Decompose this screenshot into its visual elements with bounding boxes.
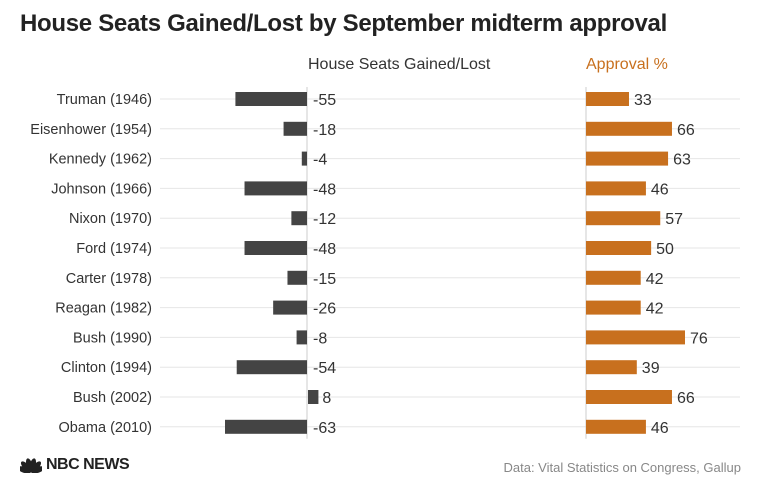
category-label: Truman (1946) [57,92,152,108]
seats-value-label: -26 [313,301,336,318]
chart-row: Truman (1946) -55 33 [57,92,652,109]
seats-bar [287,270,307,285]
seats-bar [283,121,307,136]
approval-bar [586,241,652,255]
approval-value-label: 39 [642,360,660,377]
approval-value-label: 46 [651,420,669,437]
chart-title: House Seats Gained/Lost by September mid… [20,10,667,37]
seats-value-label: -63 [313,420,336,437]
approval-bar [586,390,672,404]
seats-value-label: -15 [313,271,336,288]
category-label: Carter (1978) [66,271,152,287]
seats-bar [225,419,307,434]
chart-row: Kennedy (1962) -4 63 [49,151,691,169]
approval-bar [586,419,646,434]
peacock-icon [20,458,42,473]
seats-value-label: -8 [313,330,327,347]
gridlines [160,98,740,428]
category-label: Kennedy (1962) [49,152,152,168]
seats-value-label: -12 [313,211,336,228]
approval-value-label: 57 [665,211,683,228]
source-note: Data: Vital Statistics on Congress, Gall… [503,460,742,475]
category-label: Nixon (1970) [69,211,152,227]
chart-row: Nixon (1970) -12 57 [69,211,683,228]
seats-bar [244,241,307,255]
seats-bar [308,390,319,404]
approval-bar [586,270,641,285]
chart-row: Reagan (1982) -26 42 [55,300,664,318]
approval-bar [586,360,637,375]
chart-row: Ford (1974) -48 50 [76,241,674,258]
approval-value-label: 42 [646,301,664,318]
category-label: Obama (2010) [59,420,153,436]
chart-row: Johnson (1966) -48 46 [51,181,669,198]
seats-bar [235,92,307,106]
category-label: Reagan (1982) [55,301,152,317]
chart-row: Clinton (1994) -54 39 [61,360,660,377]
seats-value-label: -48 [313,241,336,258]
seats-bar [301,151,307,166]
chart-row: Eisenhower (1954) -18 66 [30,121,695,139]
axes [306,87,587,439]
seats-value-label: -48 [313,181,336,198]
approval-value-label: 76 [690,330,708,347]
seats-series-header: House Seats Gained/Lost [308,56,491,73]
seats-value-label: 8 [322,390,331,407]
approval-bar [586,211,661,226]
category-label: Johnson (1966) [51,181,152,197]
seats-value-label: -55 [313,92,336,109]
approval-series-header: Approval % [586,56,668,73]
category-label: Bush (1990) [73,330,152,346]
approval-bar [586,181,646,196]
approval-value-label: 66 [677,390,695,407]
approval-bar [586,121,672,136]
chart-rows: Truman (1946) -55 33 Eisenhower (1954) -18 66… [30,92,708,437]
chart-row: Bush (2002) 8 66 [73,390,695,407]
chart-row: Carter (1978) -15 42 [66,270,664,288]
seats-bar [291,211,307,226]
seats-bar [296,330,307,345]
nbc-news-logo: NBC NEWS [20,455,130,475]
approval-value-label: 42 [646,271,664,288]
approval-bar [586,330,685,345]
approval-value-label: 66 [677,122,695,139]
seats-bar [244,181,307,196]
approval-bar [586,151,669,166]
approval-value-label: 46 [651,181,669,198]
approval-bar [586,300,641,315]
seats-bar [273,300,307,315]
approval-value-label: 63 [673,152,691,169]
seats-value-label: -54 [313,360,336,377]
approval-value-label: 50 [656,241,674,258]
seats-bar [236,360,307,375]
approval-bar [586,92,629,106]
category-label: Eisenhower (1954) [30,122,152,138]
chart-row: Bush (1990) -8 76 [73,330,708,347]
logo-text: NBC NEWS [46,456,130,473]
category-label: Clinton (1994) [61,360,152,376]
category-label: Bush (2002) [73,390,152,406]
seats-value-label: -4 [313,152,327,169]
seats-value-label: -18 [313,122,336,139]
approval-value-label: 33 [634,92,652,109]
category-label: Ford (1974) [76,241,152,257]
chart-row: Obama (2010) -63 46 [59,419,669,437]
